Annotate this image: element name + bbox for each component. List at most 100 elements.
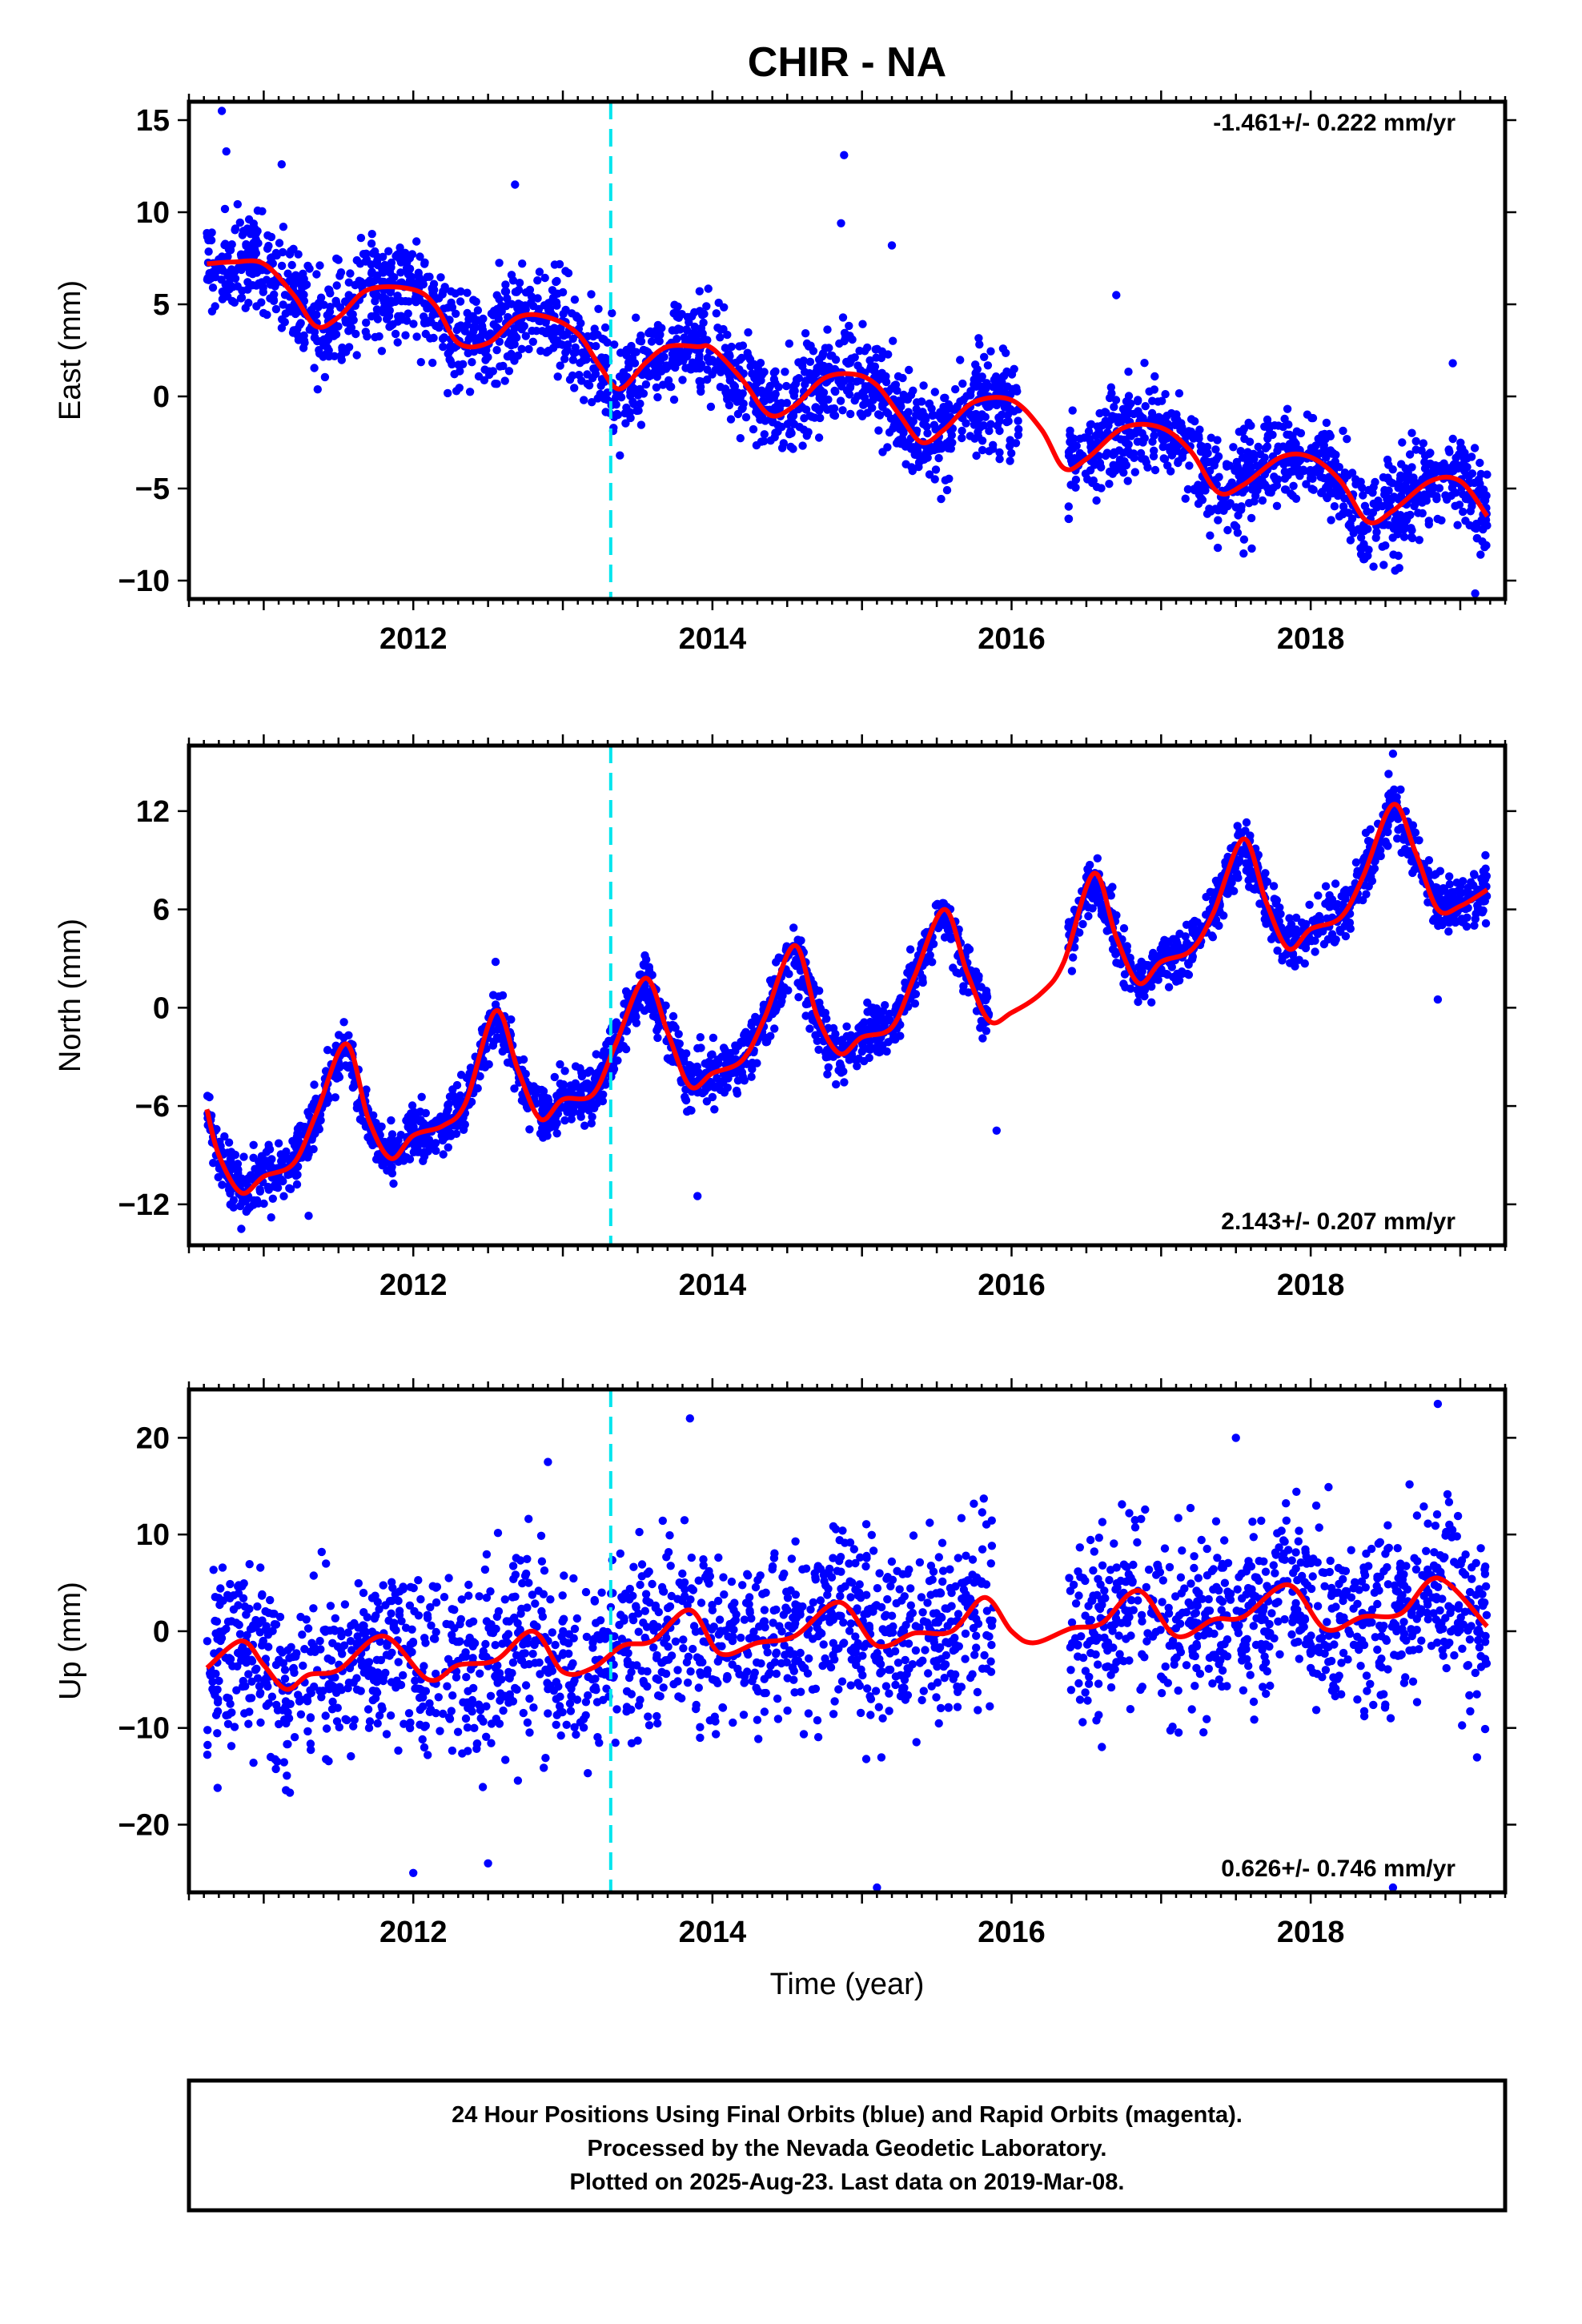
data-point xyxy=(292,1180,302,1189)
data-point xyxy=(889,420,899,430)
data-point xyxy=(746,362,755,371)
data-point xyxy=(759,436,769,446)
data-point xyxy=(927,404,936,413)
data-point xyxy=(1340,494,1349,503)
data-point xyxy=(562,1102,571,1111)
data-point xyxy=(412,332,421,341)
data-point xyxy=(1068,406,1077,415)
data-point xyxy=(577,376,586,385)
data-point xyxy=(761,1038,770,1047)
data-point xyxy=(985,426,994,436)
data-point xyxy=(1084,427,1094,436)
data-point xyxy=(813,1036,821,1046)
data-point xyxy=(1013,387,1022,396)
data-point xyxy=(595,1094,604,1104)
data-point xyxy=(958,426,966,436)
data-point xyxy=(875,411,885,420)
data-point xyxy=(887,241,897,250)
data-point xyxy=(1405,450,1415,459)
data-point xyxy=(1249,480,1259,489)
data-point xyxy=(817,396,827,406)
data-point xyxy=(1319,435,1327,444)
data-point xyxy=(322,349,331,359)
data-point xyxy=(612,392,620,402)
data-point xyxy=(528,337,537,346)
data-point xyxy=(1002,417,1011,427)
data-point xyxy=(1472,533,1482,543)
data-point xyxy=(1072,441,1081,450)
data-point xyxy=(1283,430,1291,439)
data-point xyxy=(629,400,638,408)
data-point xyxy=(220,1132,229,1141)
data-point xyxy=(220,204,230,214)
data-point xyxy=(1166,446,1174,456)
data-point xyxy=(1291,913,1301,923)
data-point xyxy=(459,360,468,368)
data-point xyxy=(1410,480,1419,489)
data-point xyxy=(347,309,356,319)
data-point xyxy=(1330,502,1339,511)
data-point xyxy=(299,290,308,300)
x-tick-label: 2014 xyxy=(679,622,747,656)
data-point xyxy=(1186,431,1195,440)
data-point xyxy=(544,346,553,356)
data-point xyxy=(621,419,630,428)
data-point xyxy=(671,1023,680,1032)
data-point xyxy=(576,359,584,368)
data-point xyxy=(811,403,821,412)
data-point xyxy=(1456,438,1465,447)
data-point xyxy=(362,318,371,328)
data-point xyxy=(315,1124,323,1134)
data-point xyxy=(503,352,512,361)
data-point xyxy=(1137,454,1146,463)
data-point xyxy=(206,274,215,283)
data-point xyxy=(241,304,250,312)
data-point xyxy=(1369,562,1378,571)
data-point xyxy=(1339,887,1349,896)
data-point xyxy=(1185,461,1194,470)
data-point xyxy=(825,362,833,372)
data-point xyxy=(588,1112,596,1121)
data-point xyxy=(561,267,570,275)
data-point xyxy=(653,1023,662,1032)
data-point xyxy=(782,399,792,408)
data-point xyxy=(563,346,572,355)
data-point xyxy=(921,448,931,457)
data-point xyxy=(781,967,791,976)
data-point xyxy=(829,1023,838,1033)
data-point xyxy=(1267,488,1275,497)
data-point xyxy=(704,284,713,293)
data-point xyxy=(1393,834,1402,843)
data-point xyxy=(1273,446,1282,456)
data-point xyxy=(713,1055,722,1064)
data-point xyxy=(917,412,926,421)
data-point xyxy=(498,1047,507,1056)
data-point xyxy=(600,323,610,332)
data-point xyxy=(1407,526,1416,535)
data-point xyxy=(959,982,968,991)
data-point xyxy=(1476,550,1485,559)
data-point xyxy=(1424,517,1434,525)
data-point xyxy=(1380,490,1389,499)
data-point xyxy=(894,400,904,409)
data-point xyxy=(259,283,267,292)
data-point xyxy=(881,372,890,381)
data-point xyxy=(1096,893,1105,902)
data-point xyxy=(469,333,478,342)
data-point xyxy=(985,447,994,456)
data-point xyxy=(1308,413,1318,423)
data-point xyxy=(690,308,699,317)
data-point xyxy=(452,309,460,318)
data-point xyxy=(1213,543,1223,553)
data-point xyxy=(1327,516,1335,525)
data-point xyxy=(228,283,238,292)
data-point xyxy=(908,466,917,476)
data-point xyxy=(741,412,751,422)
plot-frame xyxy=(187,99,1508,601)
data-point xyxy=(1203,442,1212,452)
data-point xyxy=(426,334,435,343)
data-point xyxy=(369,289,378,298)
data-point xyxy=(275,239,284,247)
data-point xyxy=(1291,441,1300,450)
